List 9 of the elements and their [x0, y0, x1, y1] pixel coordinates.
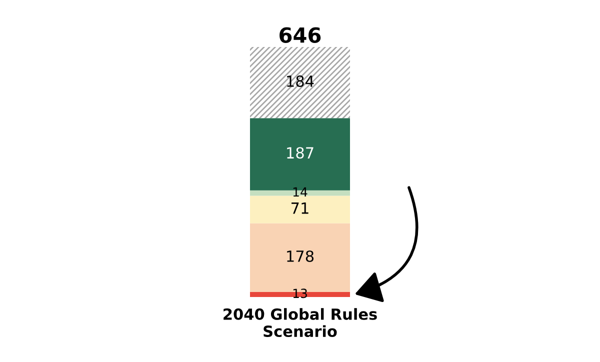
data-label: 71: [292, 202, 308, 214]
data-label: 184: [287, 75, 314, 87]
bar: [250, 196, 350, 224]
bar: [250, 47, 350, 118]
x-tick-label: 2040 Global Rules Scenario: [224, 308, 377, 338]
data-label: 187: [287, 147, 314, 159]
total-label: 646: [280, 27, 321, 43]
data-label: 14: [293, 187, 308, 197]
data-label: 178: [287, 250, 314, 262]
